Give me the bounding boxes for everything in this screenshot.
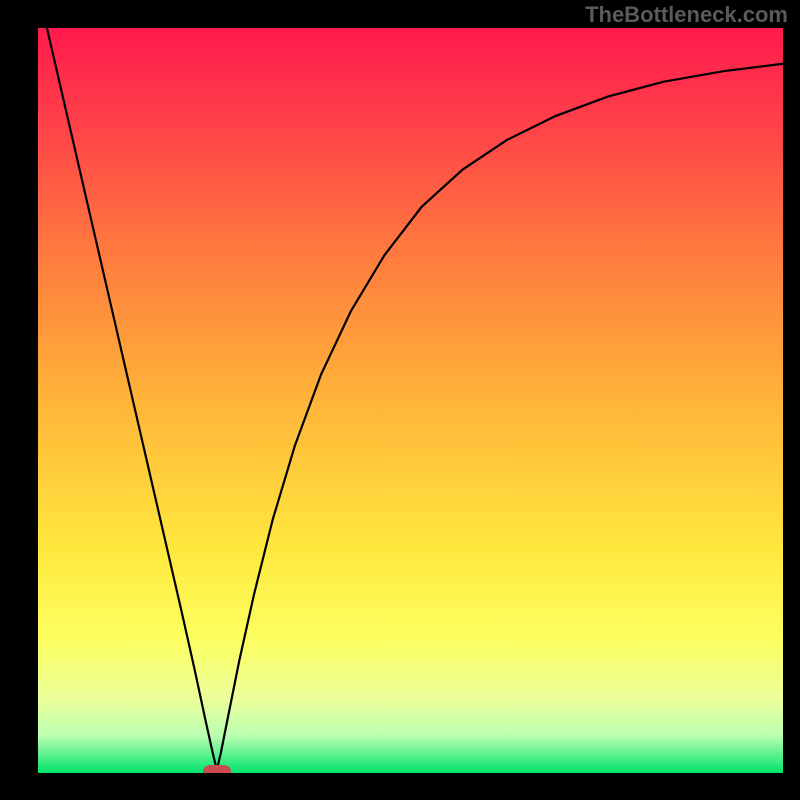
bottleneck-curve (47, 28, 783, 770)
curve-svg (38, 28, 783, 773)
plot-area (38, 28, 783, 773)
watermark-text: TheBottleneck.com (585, 2, 788, 28)
optimum-marker (203, 765, 231, 774)
